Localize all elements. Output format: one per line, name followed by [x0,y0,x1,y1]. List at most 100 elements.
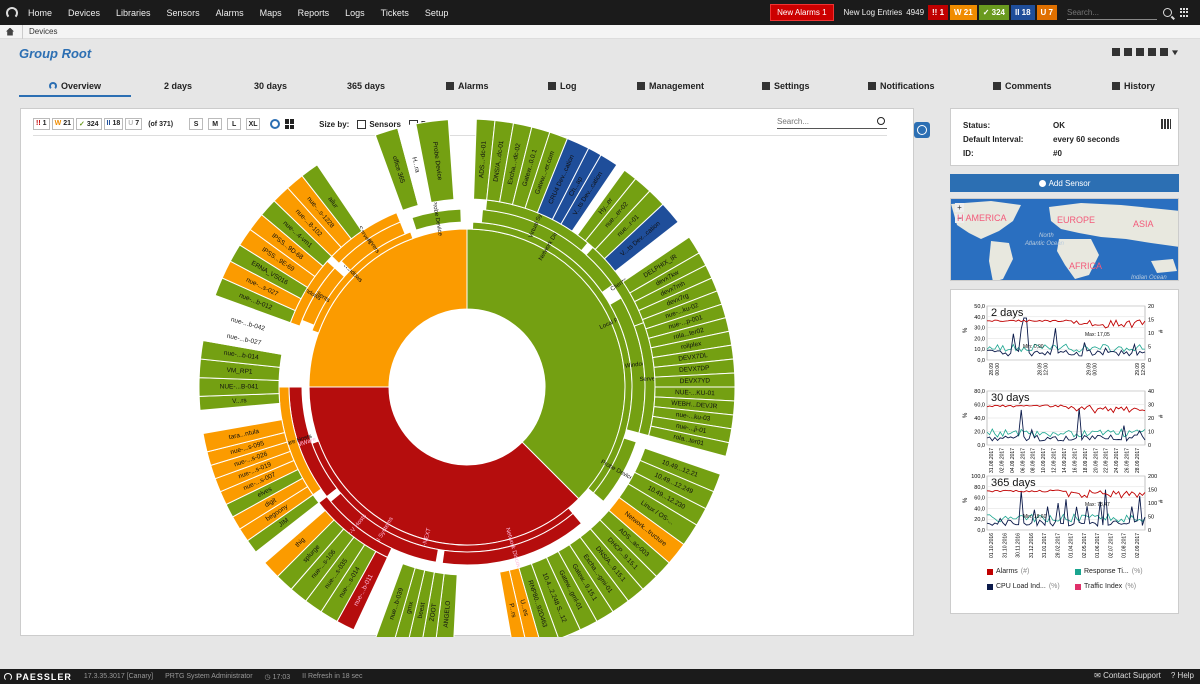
sunburst-segment-outer-62[interactable] [202,419,286,453]
tab-notifications[interactable]: Notifications [868,81,935,91]
chip-count: 7 [135,120,140,127]
user-text[interactable]: PRTG System Administrator [165,673,253,680]
size-by-sensors-checkbox[interactable] [357,119,367,129]
geo-map[interactable]: + − H AMERICA EUROPE ASIA AFRICA North Atlant… [950,198,1179,281]
status-counter-1[interactable]: W 21 [950,5,977,20]
globe-icon[interactable] [270,119,281,129]
sunburst-label: Windows [625,361,650,370]
new-log-entries-link[interactable]: New Log Entries [843,8,903,17]
tiles-view-icon[interactable] [285,119,295,129]
email-icon[interactable] [1148,48,1156,56]
graph-x-tick: 31.01.2017 [1042,533,1048,558]
zoom-out-button[interactable]: − [955,214,964,223]
sunburst-segment-outer-7[interactable] [560,154,618,232]
graph-30-days[interactable]: 80,0 60,0 40,0 20,0 0,0 40 30 20 10 0% #31.08.2017… [963,389,1165,473]
nav-item-logs[interactable]: Logs [345,7,365,18]
qr-code-icon[interactable] [1161,119,1171,129]
sunburst-segment-outer-77[interactable] [301,164,363,240]
nav-item-home[interactable]: Home [28,7,53,18]
nav-item-reports[interactable]: Reports [297,7,330,18]
nav-item-libraries[interactable]: Libraries [116,7,151,18]
prtg-logo-icon[interactable] [6,6,18,19]
legend-traffic-index[interactable]: Traffic Index (%) [1075,583,1136,590]
tab-history[interactable]: History [1112,81,1155,91]
refresh-icon[interactable] [1160,48,1168,56]
sunburst-segment-ring3-2[interactable] [592,437,637,503]
breadcrumb-devices[interactable]: Devices [29,27,58,36]
status-chip-1[interactable]: W 21 [51,118,74,130]
search-icon[interactable] [877,117,885,125]
report-icon[interactable] [1136,48,1144,56]
nav-item-sensors[interactable]: Sensors [166,7,200,18]
search-icon[interactable] [1163,8,1172,17]
size-s-button[interactable]: S [189,118,204,130]
cpu-load-series [986,489,1146,528]
tab-365-days[interactable]: 365 days [347,81,385,91]
size-m-button[interactable]: M [208,118,223,130]
add-group-button[interactable] [914,122,930,138]
plus-icon [1038,179,1046,187]
add-sensor-button[interactable]: Add Sensor [950,174,1179,192]
status-counter-4[interactable]: U 7 [1036,5,1057,20]
status-counter-3[interactable]: II 18 [1010,5,1035,20]
global-search-input[interactable] [1067,5,1157,20]
nav-item-maps[interactable]: Maps [259,7,282,18]
status-chip-2[interactable]: ✓ 324 [75,118,102,130]
sunburst-segment-outer-11[interactable] [603,203,679,272]
tab-log[interactable]: Log [548,81,577,91]
chevron-down-icon[interactable] [1172,50,1178,56]
status-counter-0[interactable]: !! 1 [928,5,949,20]
sunburst-segment-outer-47[interactable] [375,563,416,637]
graph-x-subtick: 00:00 [1092,363,1098,376]
status-chip-3[interactable]: II 18 [103,118,124,130]
tab-2-days[interactable]: 2 days [164,81,192,91]
tab-settings[interactable]: Settings [762,81,810,91]
sunburst-segment-outer-42[interactable] [499,569,528,637]
sunburst-segment-outer-38[interactable] [608,496,685,564]
help-link[interactable]: ? Help [1170,671,1194,680]
size-l-button[interactable]: L [227,118,242,130]
sunburst-segment-outer-80[interactable] [415,119,455,204]
nav-item-alarms[interactable]: Alarms [215,7,244,18]
graph-y2-tick: 15 [1148,318,1154,324]
legend-cpu-load-ind[interactable]: CPU Load Ind... (%) [987,583,1060,590]
home-icon[interactable] [6,27,14,36]
tab-comments[interactable]: Comments [993,81,1052,91]
apps-grid-icon[interactable] [1180,7,1190,18]
wrench-icon[interactable] [1112,48,1120,56]
tab-overview[interactable]: Overview [49,81,101,91]
sunburst-segment-ring3-3[interactable] [441,512,583,566]
status-chip-0[interactable]: !! 1 [33,118,50,130]
legend-response-ti[interactable]: Response Ti... (%) [1075,568,1143,575]
legend-alarms[interactable]: Alarms (#) [987,568,1029,575]
tab-30-days[interactable]: 30 days [254,81,287,91]
graph-x-tick: 20.09.2017 [1093,448,1099,473]
graph-365-days[interactable]: 100,0 80,0 60,0 40,0 20,0 0,0 200 150 100 50 0% #01… [963,474,1165,558]
new-alarms-button[interactable]: New Alarms 1 [770,4,834,21]
graph-y2-tick: 20 [1148,416,1154,422]
status-counter-2[interactable]: ✓ 324 [978,5,1009,20]
sunburst-segment-outer-53[interactable] [264,509,335,578]
sunburst-search-input[interactable] [777,115,887,129]
nav-item-tickets[interactable]: Tickets [380,7,409,18]
size-xl-button[interactable]: XL [246,118,261,130]
sunburst-segment-ring3-4[interactable] [329,492,439,563]
sunburst-segment-ring3-8[interactable] [411,208,462,231]
nav-item-devices[interactable]: Devices [68,7,101,18]
contact-support-link[interactable]: ✉ Contact Support [1094,671,1161,680]
refresh-text[interactable]: II Refresh in 18 sec [302,673,363,680]
nav-item-setup[interactable]: Setup [424,7,449,18]
sunburst-segment-outer-27[interactable] [647,425,730,457]
zoom-in-button[interactable]: + [955,203,964,212]
interval-label: Default Interval: [963,135,1024,144]
graph-y-tick: 100,0 [971,474,985,480]
graph-y-tick: 40,0 [974,416,985,422]
sunburst-segment-outer-68[interactable] [206,303,289,343]
pause-icon[interactable] [1124,48,1132,56]
tab-management[interactable]: Management [637,81,704,91]
tab-alarms[interactable]: Alarms [446,81,489,91]
graph-x-tick: 08.09.2017 [1031,448,1037,473]
